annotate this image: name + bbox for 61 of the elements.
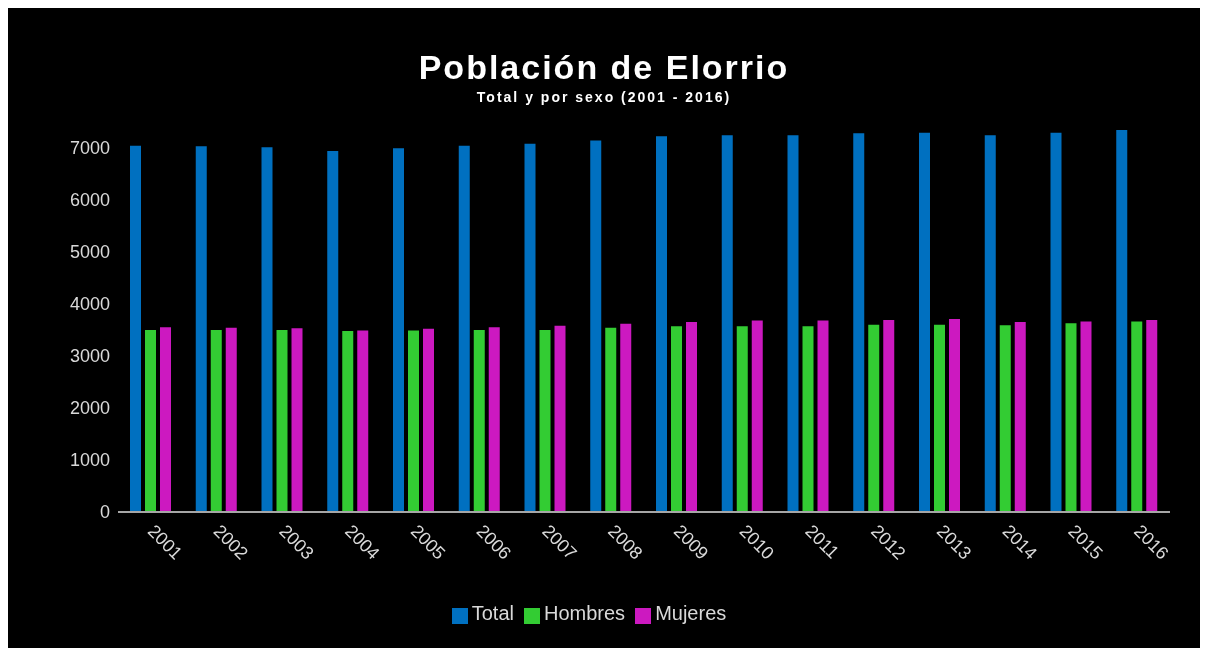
bar: [919, 132, 930, 512]
bar: [736, 326, 748, 512]
bar: [853, 133, 865, 512]
bar: [817, 320, 829, 512]
y-tick-label: 4000: [69, 294, 110, 315]
chart-title: Población de Elorrio: [417, 47, 791, 87]
bar: [539, 329, 551, 512]
bar: [1146, 320, 1158, 512]
bar: [656, 136, 667, 512]
bar: [868, 324, 880, 512]
bar: [488, 327, 500, 512]
bar: [393, 148, 404, 512]
y-tick-label: 2000: [69, 398, 110, 419]
y-tick-label: 0: [99, 502, 110, 523]
bar: [605, 327, 617, 512]
bar: [342, 330, 354, 512]
bar: [291, 328, 303, 512]
bar: [423, 328, 434, 512]
y-tick-label: 7000: [69, 138, 110, 159]
bar: [130, 145, 141, 512]
bar: [473, 329, 485, 512]
bar: [721, 135, 733, 512]
bar: [590, 140, 602, 512]
bar: [1131, 321, 1143, 512]
bar: [524, 143, 536, 512]
y-tick-label: 6000: [69, 190, 110, 211]
bar: [357, 330, 369, 512]
bar: [1065, 323, 1077, 512]
bar: [686, 322, 697, 512]
y-tick-label: 5000: [69, 242, 110, 263]
bar: [195, 146, 207, 512]
bar: [408, 330, 419, 512]
bar: [327, 150, 339, 512]
bar: [751, 320, 763, 512]
bar: [160, 327, 171, 512]
bar: [225, 327, 237, 512]
legend-label: Mujeres: [655, 602, 727, 624]
bar: [883, 320, 895, 512]
bar: [1050, 132, 1062, 512]
bar: [1116, 130, 1128, 512]
bar: [787, 135, 799, 512]
bar: [620, 323, 632, 512]
y-tick-label: 1000: [69, 450, 110, 471]
bar: [671, 326, 682, 512]
bar: [949, 318, 960, 512]
bar: [145, 329, 156, 512]
legend-label: Total: [471, 602, 514, 624]
bar: [261, 147, 273, 512]
bar: [554, 325, 566, 512]
y-tick-label: 3000: [69, 346, 110, 367]
bar: [934, 324, 945, 512]
bar: [210, 329, 222, 512]
bar: [802, 326, 814, 512]
bar: [276, 329, 288, 512]
bar: [1014, 322, 1026, 512]
bar: [984, 135, 996, 512]
bar: [1080, 321, 1092, 512]
bar: [458, 145, 470, 512]
bar: [999, 325, 1011, 512]
chart-subtitle: Total y por sexo (2001 - 2016): [475, 89, 733, 105]
legend-label: Hombres: [543, 602, 626, 624]
